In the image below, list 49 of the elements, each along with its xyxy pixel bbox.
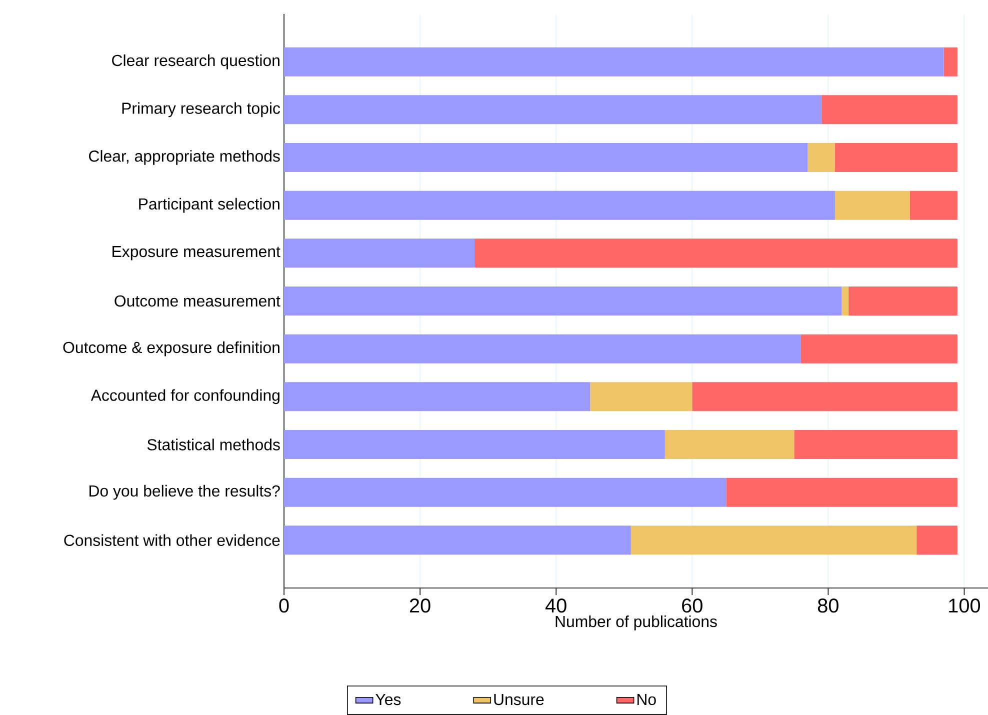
bar (284, 526, 631, 555)
y-tick-label: Consistent with other evidence (64, 534, 280, 546)
x-tick-label: 80 (818, 598, 838, 613)
x-axis-title: Number of publications (556, 615, 717, 630)
bar (808, 142, 835, 172)
bar (692, 382, 958, 412)
y-tick-label: Outcome & exposure definition (63, 341, 280, 356)
bar (834, 190, 910, 220)
x-tick-label: 40 (545, 598, 566, 613)
bar (794, 430, 958, 459)
bar (800, 334, 958, 364)
bar (726, 478, 958, 507)
bar (944, 47, 958, 76)
x-tick-label: 0 (279, 598, 289, 613)
y-tick-label: Statistical methods (147, 438, 280, 450)
y-tick-label: Participant selection (139, 198, 280, 213)
bar (910, 190, 958, 220)
bar (474, 238, 958, 268)
y-tick-label: Exposure measurement (112, 246, 280, 260)
bar (284, 286, 842, 316)
y-tick-label: Do you believe the results? (90, 484, 280, 500)
bar (284, 478, 726, 507)
y-tick-label: Clear, appropriate methods (89, 150, 280, 165)
y-tick-label: Clear research question (112, 54, 280, 70)
bar (664, 430, 794, 459)
bar (284, 238, 474, 268)
bar (630, 526, 917, 555)
x-tick-label: 60 (682, 598, 702, 613)
y-tick-label: Primary research topic (122, 102, 280, 118)
bar (284, 430, 665, 459)
bar (284, 190, 835, 220)
bar (284, 382, 590, 412)
bar (848, 286, 958, 316)
bar (284, 95, 822, 124)
bar (821, 95, 958, 124)
bar (590, 382, 692, 412)
legend-label: No (638, 694, 656, 706)
x-tick-label: 20 (410, 598, 430, 613)
bar (834, 142, 958, 172)
bar (842, 286, 849, 316)
bar (916, 526, 958, 555)
y-tick-label: Outcome measurement (114, 295, 280, 307)
x-tick-label: 100 (949, 598, 980, 613)
y-tick-label: Accounted for confounding (90, 389, 280, 404)
bar (284, 47, 944, 76)
legend-label: Unsure (494, 694, 544, 706)
bar (284, 142, 808, 172)
bar (284, 334, 801, 364)
legend-label: Yes (376, 694, 401, 706)
